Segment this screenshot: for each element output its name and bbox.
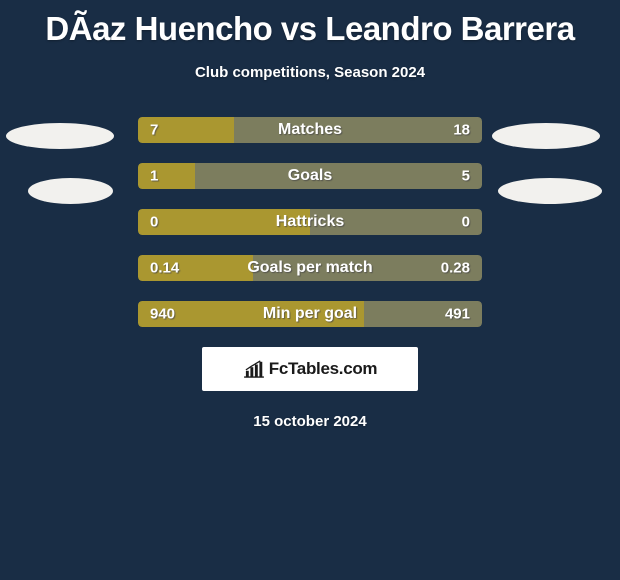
- stat-row-goals-per-match: 0.14 0.28 Goals per match: [138, 255, 482, 281]
- stat-label: Matches: [278, 121, 342, 139]
- stat-row-matches: 7 18 Matches: [138, 117, 482, 143]
- subtitle: Club competitions, Season 2024: [0, 64, 620, 81]
- avatar-placeholder-1: [492, 123, 600, 149]
- avatar-placeholder-3: [498, 178, 602, 204]
- right-value: 0: [462, 214, 470, 231]
- left-value: 0.14: [150, 260, 179, 277]
- avatar-placeholder-2: [28, 178, 113, 204]
- stat-label: Goals: [288, 167, 332, 185]
- bar-left: [138, 163, 195, 189]
- logo-text: FcTables.com: [269, 359, 378, 379]
- date-text: 15 october 2024: [0, 413, 620, 430]
- left-value: 7: [150, 122, 158, 139]
- right-value: 0.28: [441, 260, 470, 277]
- page-title: DÃ­az Huencho vs Leandro Barrera: [0, 0, 620, 48]
- site-logo[interactable]: FcTables.com: [202, 347, 418, 391]
- avatar-placeholder-0: [6, 123, 114, 149]
- bar-right: [195, 163, 482, 189]
- left-value: 1: [150, 168, 158, 185]
- stat-row-min-per-goal: 940 491 Min per goal: [138, 301, 482, 327]
- left-value: 940: [150, 306, 175, 323]
- left-value: 0: [150, 214, 158, 231]
- stat-label: Min per goal: [263, 305, 357, 323]
- stat-label: Goals per match: [247, 259, 372, 277]
- stat-row-goals: 1 5 Goals: [138, 163, 482, 189]
- right-value: 5: [462, 168, 470, 185]
- bar-right: [234, 117, 482, 143]
- barchart-icon: [243, 360, 265, 378]
- stat-label: Hattricks: [276, 213, 344, 231]
- right-value: 491: [445, 306, 470, 323]
- right-value: 18: [453, 122, 470, 139]
- comparison-chart: 7 18 Matches 1 5 Goals 0 0 Hattricks 0.14 0.28 Goal…: [0, 117, 620, 327]
- stat-row-hattricks: 0 0 Hattricks: [138, 209, 482, 235]
